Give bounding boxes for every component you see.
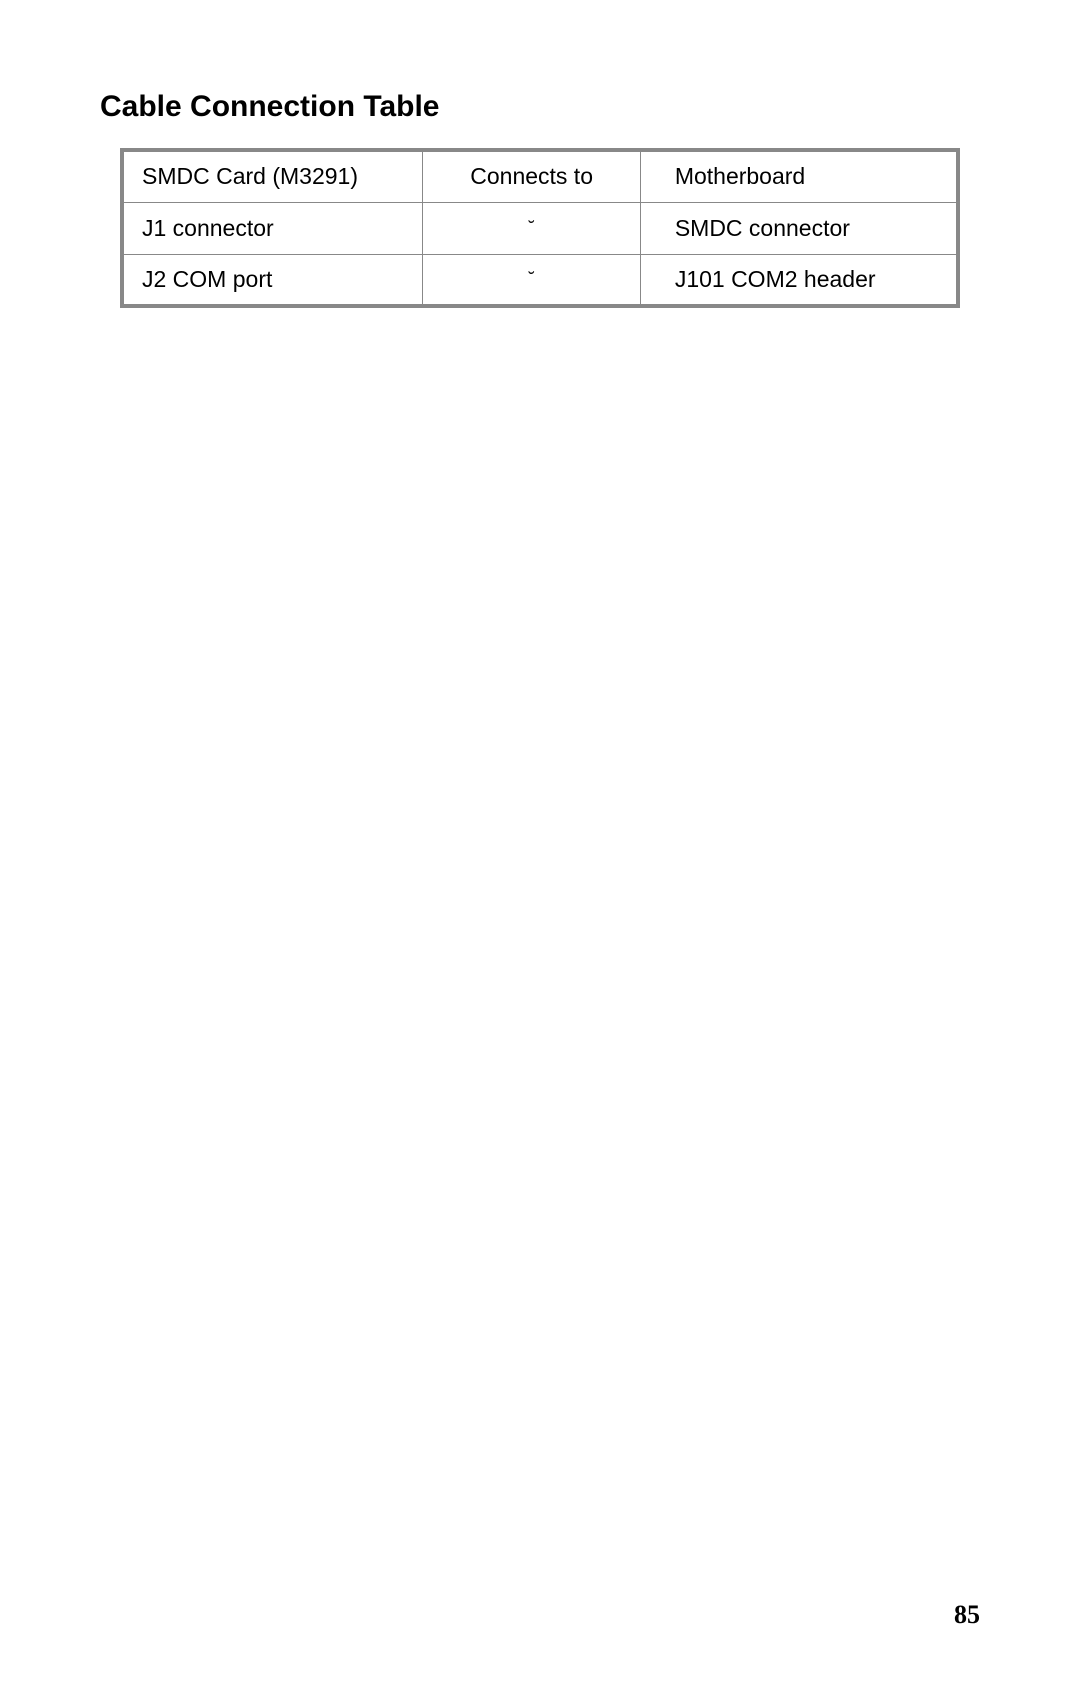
table-row: J1 connector ˘ SMDC connector (122, 202, 958, 254)
section-heading: Cable Connection Table (100, 90, 980, 124)
table-header-cell: Connects to (423, 150, 640, 202)
table-header-cell: SMDC Card (M3291) (122, 150, 423, 202)
page-number: 85 (954, 1600, 980, 1630)
table-cell-arrow: ˘ (423, 254, 640, 306)
connection-table: SMDC Card (M3291) Connects to Motherboar… (120, 148, 960, 308)
table-row: J2 COM port ˘ J101 COM2 header (122, 254, 958, 306)
table-cell: J101 COM2 header (640, 254, 958, 306)
table-header-row: SMDC Card (M3291) Connects to Motherboar… (122, 150, 958, 202)
table-cell-arrow: ˘ (423, 202, 640, 254)
document-page: Cable Connection Table SMDC Card (M3291)… (0, 0, 1080, 1690)
table-header-cell: Motherboard (640, 150, 958, 202)
table-cell: SMDC connector (640, 202, 958, 254)
table-cell: J1 connector (122, 202, 423, 254)
connection-table-wrap: SMDC Card (M3291) Connects to Motherboar… (120, 148, 960, 308)
table-cell: J2 COM port (122, 254, 423, 306)
